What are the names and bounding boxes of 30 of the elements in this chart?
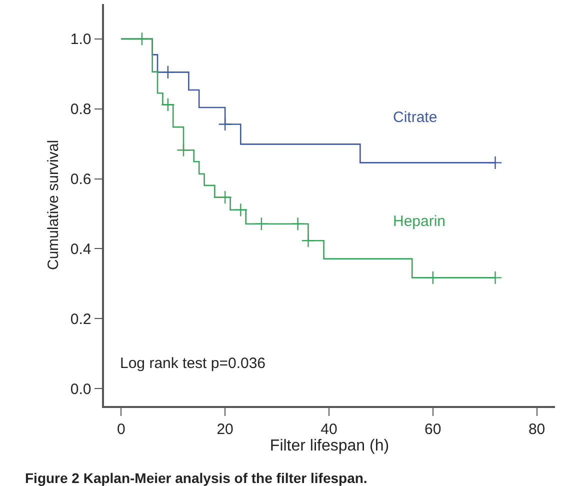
point xyxy=(488,270,502,285)
annotation: Log rank test p=0.036 xyxy=(120,355,266,372)
point xyxy=(218,117,232,132)
x-tick-label: 60 xyxy=(424,420,442,438)
y-tick-label: 0.4 xyxy=(70,240,92,258)
point xyxy=(254,216,268,231)
point xyxy=(426,270,440,285)
x-tick-label: 0 xyxy=(116,420,126,438)
y-tick-label: 0.2 xyxy=(70,310,92,328)
y-axis-title: Cumulative survival xyxy=(45,140,62,270)
caption: Figure 2 Kaplan-Meier analysis of the filter lifespan. xyxy=(25,470,368,486)
point xyxy=(290,216,305,231)
text: Citrate xyxy=(393,109,438,126)
x-tick-label: 80 xyxy=(528,420,546,438)
y-tick-label: 0.6 xyxy=(70,171,92,188)
point xyxy=(301,234,316,248)
point xyxy=(218,190,232,204)
point xyxy=(234,202,248,217)
y-tick-label: 0.0 xyxy=(70,380,92,398)
y-tick-label: 0.8 xyxy=(70,101,92,118)
point xyxy=(135,32,149,46)
point xyxy=(161,98,175,112)
x-tick-label: 20 xyxy=(216,420,234,438)
point xyxy=(161,65,175,80)
x-axis-title: Filter lifespan (h) xyxy=(270,438,390,455)
point xyxy=(488,156,502,170)
x-tick-label: 40 xyxy=(320,420,338,438)
y-tick-label: 1.0 xyxy=(70,31,92,48)
series-label: Heparin xyxy=(393,213,446,230)
point xyxy=(176,143,190,158)
